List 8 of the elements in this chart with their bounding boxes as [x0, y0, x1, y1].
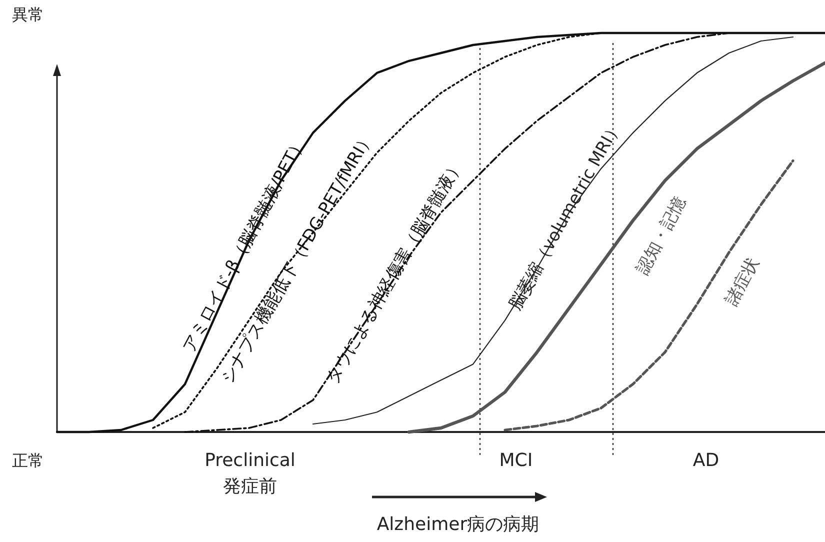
text: 認知・記憶 [632, 194, 690, 278]
text: MCI [499, 450, 533, 471]
text: 諸症状 [722, 254, 764, 310]
text: 正常 [12, 451, 44, 470]
text: 異常 [12, 5, 44, 24]
text: Preclinical 発症前 [204, 450, 296, 497]
x-axis-title: Alzheimer病の病期 [376, 514, 540, 535]
text: AD [692, 450, 720, 471]
